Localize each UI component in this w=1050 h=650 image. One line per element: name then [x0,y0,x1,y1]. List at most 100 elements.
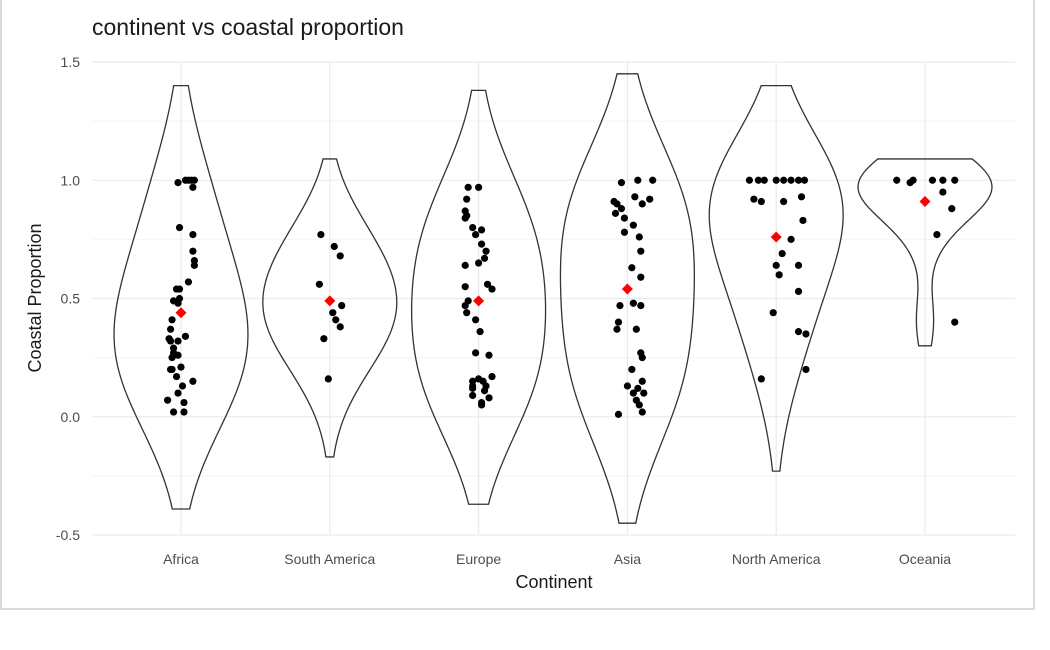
mean-markers [175,196,931,319]
data-point [780,176,788,184]
data-point [485,394,493,402]
data-point [338,302,346,310]
data-point [488,285,496,293]
data-points [164,176,959,418]
data-point [174,389,182,397]
y-axis-title: Coastal Proportion [25,223,45,372]
data-point [632,325,640,333]
data-point [939,188,947,196]
data-point [948,205,956,213]
data-point [177,363,185,371]
data-point [482,247,490,255]
data-point [180,408,188,416]
data-point [172,372,181,381]
data-point [628,264,636,272]
violin-south-america [262,158,398,458]
data-point [951,176,959,184]
data-point [635,401,643,409]
data-point [620,214,629,222]
y-tick-labels: -0.5 0.0 0.5 1.0 1.5 [56,54,80,543]
violin-north-america [708,85,844,472]
data-point [320,335,328,343]
data-point [802,365,810,374]
data-point [181,332,190,340]
mean-marker [473,295,485,307]
data-point [794,261,803,269]
data-point [646,195,654,203]
data-point [464,183,472,191]
data-point [488,372,496,381]
data-point [174,299,182,307]
data-point [909,176,917,184]
data-point [477,240,486,248]
data-point [317,231,325,239]
data-point [787,176,795,184]
violin-europe [410,89,547,505]
data-point [794,176,803,184]
data-point [475,183,483,191]
data-point [623,382,632,390]
data-point [787,235,795,243]
data-point [475,375,483,383]
data-point [638,377,646,385]
data-point [174,179,182,187]
data-point [638,354,646,362]
data-point [166,365,175,374]
data-point [613,325,621,333]
data-point [613,200,621,208]
data-point [168,354,176,362]
mean-marker [919,196,931,208]
data-point [461,302,469,310]
data-point [329,309,337,317]
x-tick-labels: Africa South America Europe Asia North Ameri… [163,551,951,567]
data-point [469,391,477,400]
data-point [933,231,941,239]
data-point [164,396,172,404]
mean-marker [770,231,782,243]
data-point [611,209,620,217]
data-point [330,242,338,251]
mean-marker [324,295,336,307]
data-point [168,316,176,324]
data-point [757,375,765,383]
data-point [757,197,765,206]
data-point [175,285,184,293]
data-point [614,318,623,326]
data-point [472,316,480,324]
data-point [634,176,642,184]
data-point [631,193,639,201]
data-point [189,183,197,191]
data-point [190,261,198,269]
data-point [750,195,758,203]
data-point [772,261,780,269]
data-point [629,299,637,307]
data-point [893,176,901,184]
data-point [175,223,184,232]
grid [92,61,1015,536]
data-point [794,287,803,295]
data-point [463,309,471,317]
chart-frame [0,0,1035,610]
violins [113,73,993,524]
data-point [477,226,486,234]
x-tick-label: Oceania [899,551,951,567]
data-point [174,351,182,359]
x-tick-label: Africa [163,551,199,567]
data-point [640,389,648,397]
data-point [637,302,645,310]
data-point [189,377,197,385]
data-point [638,408,646,416]
data-point [461,261,469,269]
data-point [797,193,806,201]
x-tick-label: Europe [456,551,501,567]
x-tick-label: North America [732,551,821,567]
mean-marker [175,307,187,319]
data-point [638,200,646,208]
mean-marker [621,283,633,295]
data-point [184,278,193,286]
chart-title: continent vs coastal proportion [92,14,404,40]
data-point [628,365,636,374]
y-tick-label: 0.5 [61,291,81,307]
data-point [480,254,489,262]
